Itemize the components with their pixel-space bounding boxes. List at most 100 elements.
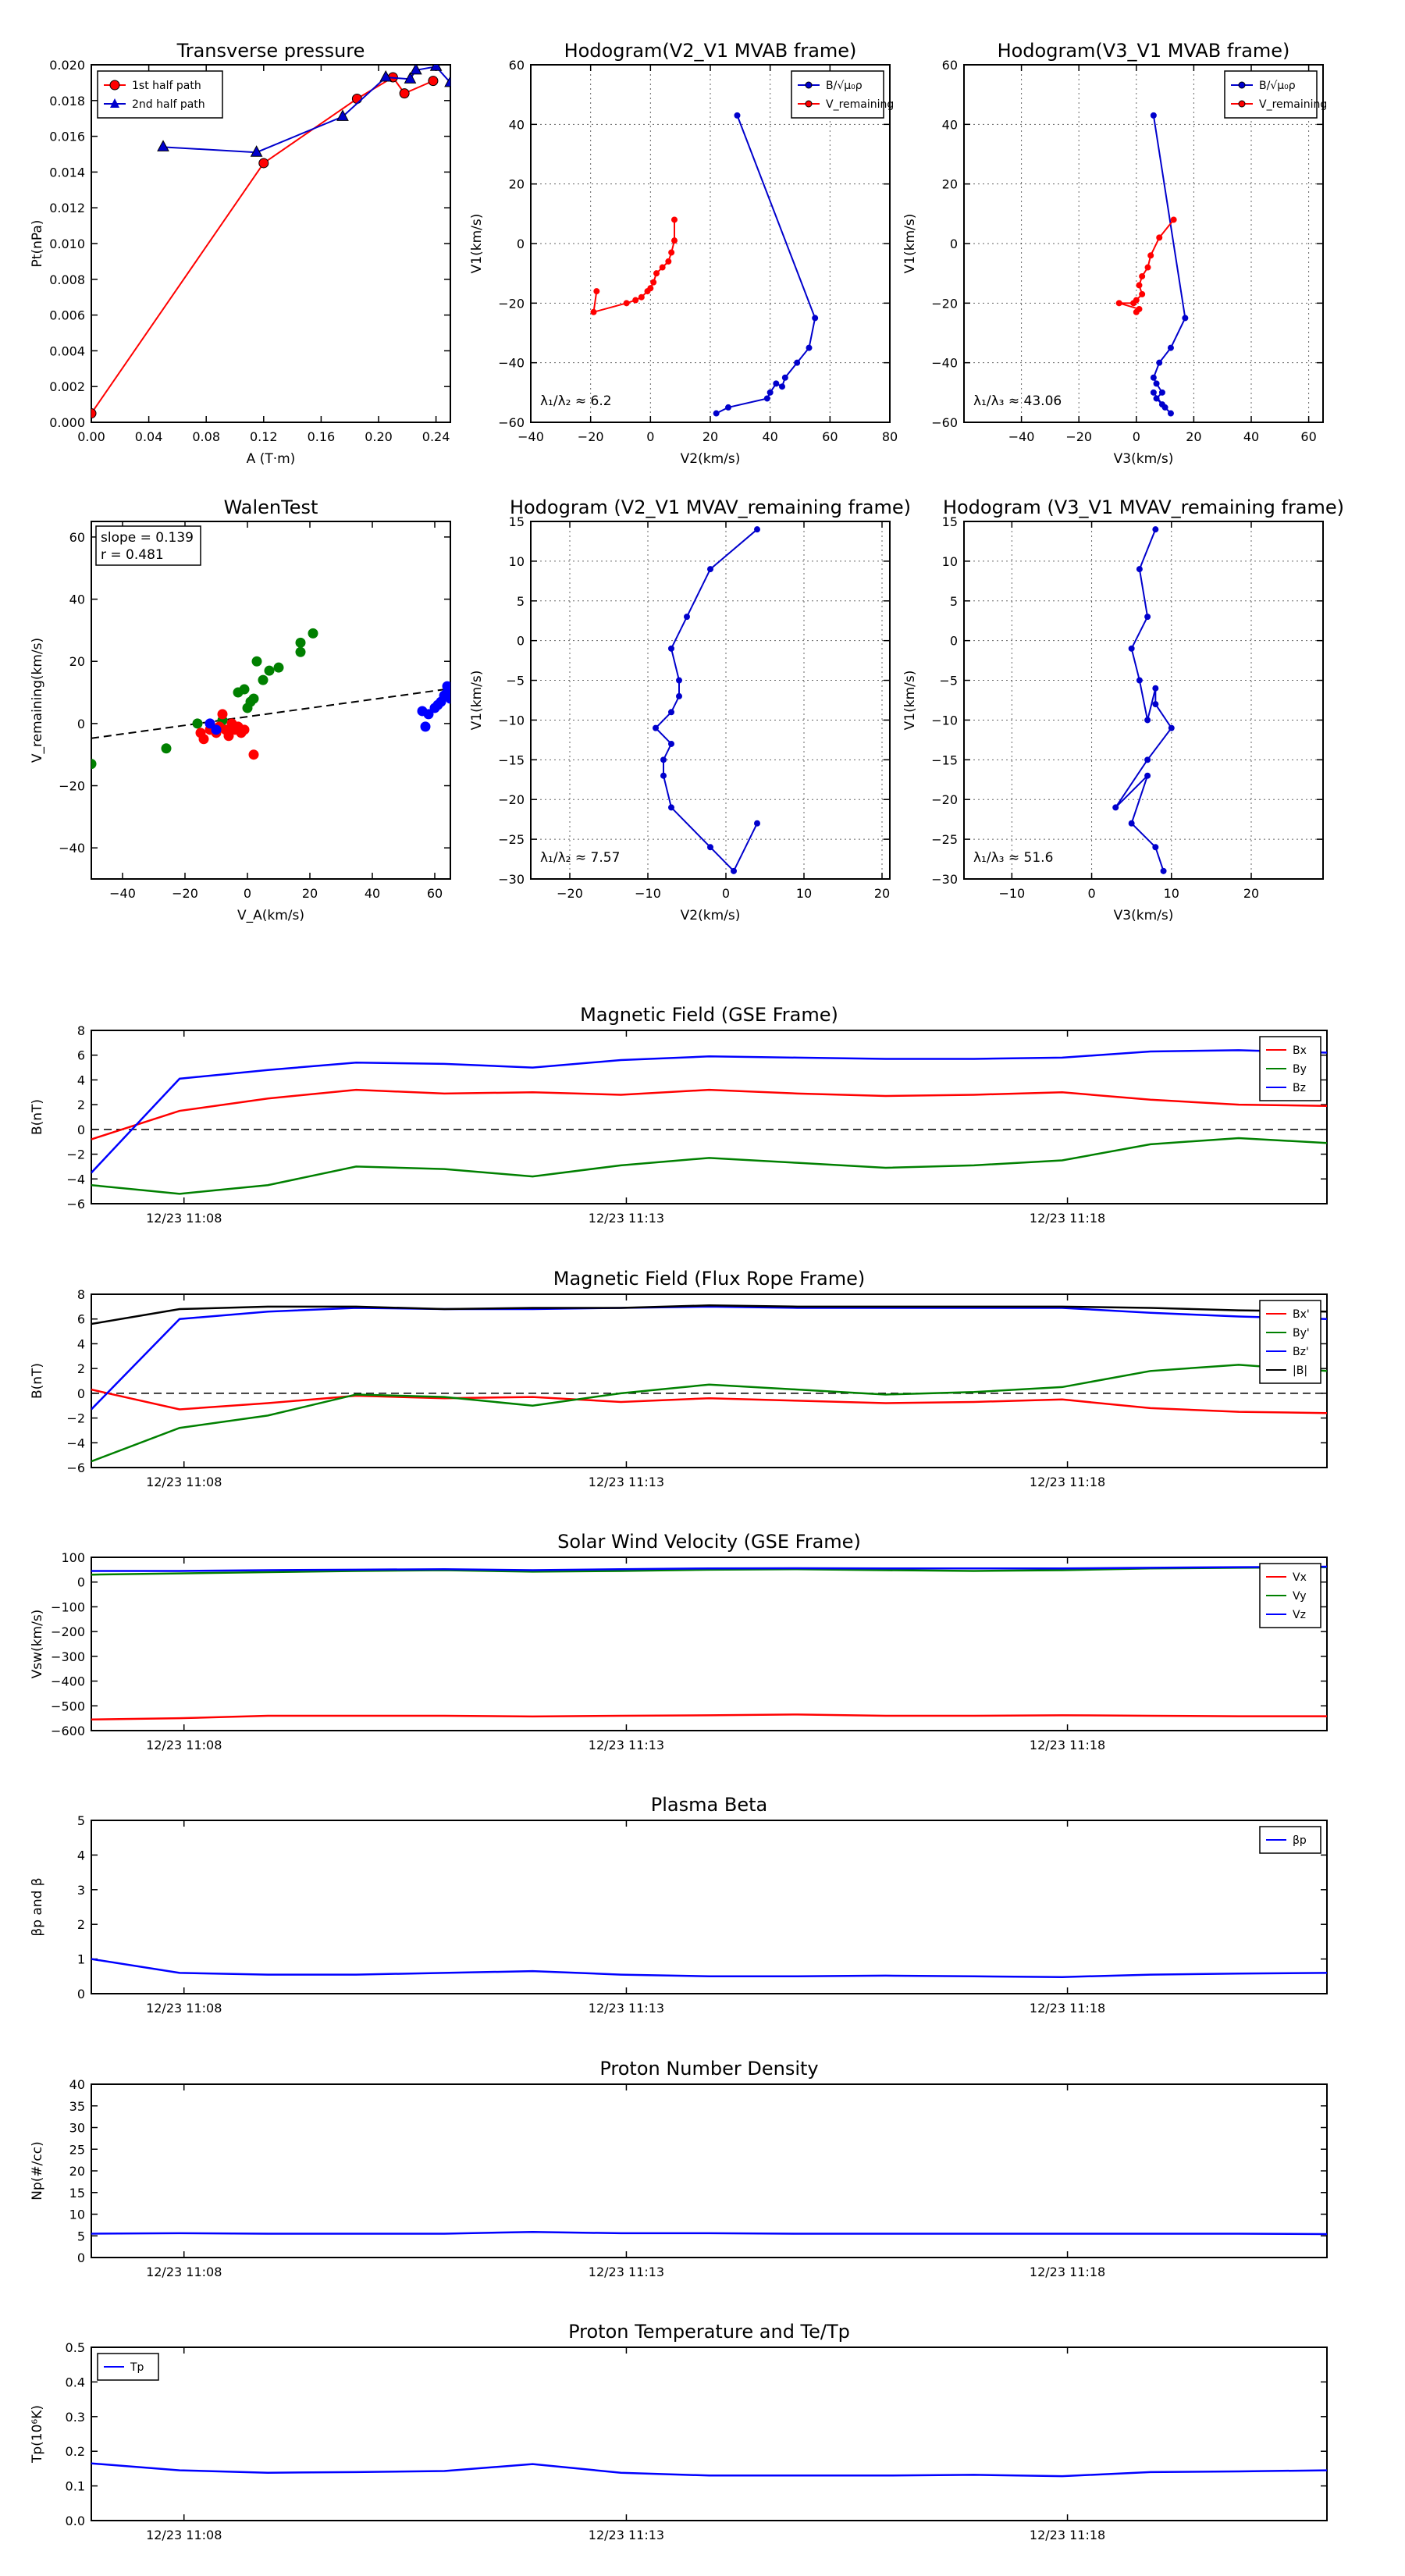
- x-tick-label: 12/23 11:13: [589, 1211, 664, 1226]
- y-tick-label: 0: [517, 634, 525, 649]
- chart-title: WalenTest: [224, 496, 318, 518]
- y-tick-label: 0.5: [66, 2340, 85, 2355]
- y-tick-label: 0: [77, 1386, 85, 1401]
- chart-np: 0 5 10 15 20 25 30 35 40 12/23 11:08 12/23 11:13 12…: [30, 2058, 1328, 2279]
- data-point: [1152, 844, 1159, 851]
- y-tick-label: 40: [69, 2077, 85, 2092]
- chart-title: Hodogram(V2_V1 MVAB frame): [564, 40, 857, 62]
- data-point: [1144, 756, 1151, 763]
- x-axis-label: V3(km/s): [1114, 451, 1174, 467]
- x-tick-label: 40: [365, 886, 380, 901]
- y-axis-label: Vsw(km/s): [30, 1610, 45, 1679]
- y-tick-label: 2: [77, 1098, 85, 1112]
- plot-frame: [963, 521, 1324, 880]
- x-tick-label: 80: [882, 429, 898, 444]
- y-tick-label: 40: [942, 117, 958, 132]
- data-point: [1115, 300, 1122, 307]
- legend-label: Tp: [130, 2361, 144, 2374]
- data-point: [676, 692, 682, 699]
- plot-frame: [91, 1030, 1328, 1204]
- data-point: [336, 109, 349, 121]
- legend-label: B/√μ₀ρ: [1259, 80, 1296, 92]
- legend-label: Vy: [1293, 1590, 1307, 1603]
- data-point: [258, 674, 269, 685]
- y-tick-label: 0: [517, 237, 525, 251]
- chart-title: Transverse pressure: [176, 40, 365, 62]
- chart-title: Magnetic Field (GSE Frame): [580, 1004, 838, 1026]
- y-tick-label: 0: [77, 1575, 85, 1590]
- x-tick-label: 12/23 11:13: [589, 1738, 664, 1752]
- chart-title: Hodogram (V3_V1 MVAV_remaining frame): [943, 496, 1344, 518]
- x-tick-label: 12/23 11:13: [589, 2265, 664, 2279]
- x-tick-label: 12/23 11:08: [146, 1475, 222, 1489]
- x-tick-label: −40: [518, 429, 544, 444]
- y-tick-label: −5: [506, 674, 525, 688]
- data-point: [725, 404, 731, 411]
- y-tick-label: 15: [69, 2186, 85, 2201]
- y-tick-label: −500: [51, 1699, 85, 1713]
- x-tick-label: 0.08: [192, 429, 220, 444]
- annotation-text: λ₁/λ₂ ≈ 7.57: [540, 850, 620, 866]
- series-line-2: [91, 1049, 1327, 1174]
- data-point: [1136, 282, 1143, 289]
- data-point: [593, 288, 600, 295]
- x-tick-label: 20: [874, 886, 890, 901]
- data-point: [223, 731, 234, 742]
- chart-title: Hodogram (V2_V1 MVAV_remaining frame): [510, 496, 911, 518]
- y-tick-label: −40: [59, 841, 85, 856]
- x-tick-label: 0: [722, 886, 730, 901]
- y-tick-label: 0.006: [49, 308, 85, 323]
- data-point: [668, 709, 674, 716]
- plot-area: [91, 65, 450, 419]
- y-tick-label: −2: [66, 1411, 85, 1426]
- data-point: [157, 140, 169, 151]
- y-tick-label: 1: [77, 1952, 85, 1967]
- data-point: [1128, 645, 1135, 652]
- y-tick-label: −5: [939, 674, 958, 688]
- y-tick-label: −40: [498, 356, 525, 371]
- series-line-2: [91, 1565, 1327, 1572]
- data-point: [445, 693, 450, 704]
- y-tick-label: −25: [931, 832, 958, 847]
- chart-walen: −40 −20 0 20 40 60 −40 −20 0 20 40 60 WalenTest V_A(k…: [30, 496, 451, 923]
- x-tick-label: −40: [109, 886, 136, 901]
- chart-hodo21: −40 −20 0 20 40 60 80−60−40−200204060Hodogram(…: [469, 40, 898, 467]
- data-point: [806, 344, 813, 351]
- data-point: [444, 75, 450, 87]
- series-line-0: [654, 528, 758, 873]
- data-point: [1167, 344, 1174, 351]
- data-point: [379, 69, 393, 82]
- y-tick-label: 15: [942, 514, 958, 529]
- x-axis-label: V2(km/s): [681, 908, 741, 923]
- data-point: [1133, 308, 1140, 315]
- y-tick-label: 40: [509, 117, 525, 132]
- plot-area: [653, 526, 760, 874]
- y-tick-label: −20: [59, 779, 85, 794]
- data-point: [192, 718, 203, 729]
- y-tick-label: 25: [69, 2142, 85, 2157]
- data-point: [668, 249, 675, 256]
- data-point: [779, 383, 785, 390]
- plot-area: [91, 2462, 1327, 2478]
- legend-label: Bz: [1293, 1082, 1306, 1094]
- x-tick-label: 0.16: [308, 429, 336, 444]
- plot-area: [91, 1958, 1327, 1978]
- chart-hodo31: −40 −20 0 20 40 60 −60 −40 −20 0 20 40 60 Hodogram(V3…: [902, 40, 1327, 467]
- series-line-0: [91, 2462, 1327, 2478]
- legend-label: Vz: [1293, 1609, 1306, 1621]
- data-point: [1153, 395, 1160, 402]
- data-point: [1153, 380, 1160, 387]
- plot-area: [1112, 526, 1175, 874]
- data-point: [1182, 315, 1189, 322]
- data-point: [239, 724, 250, 735]
- chart-title: Proton Temperature and Te/Tp: [568, 2321, 850, 2343]
- data-point: [763, 395, 770, 402]
- data-point: [660, 756, 667, 763]
- series-line-0: [716, 115, 816, 415]
- data-point: [1130, 300, 1137, 307]
- data-point: [590, 308, 597, 315]
- x-tick-label: 12/23 11:08: [146, 1738, 222, 1752]
- x-tick-label: −20: [172, 886, 198, 901]
- plot-area: [91, 1565, 1327, 1720]
- x-tick-label: −20: [1065, 429, 1092, 444]
